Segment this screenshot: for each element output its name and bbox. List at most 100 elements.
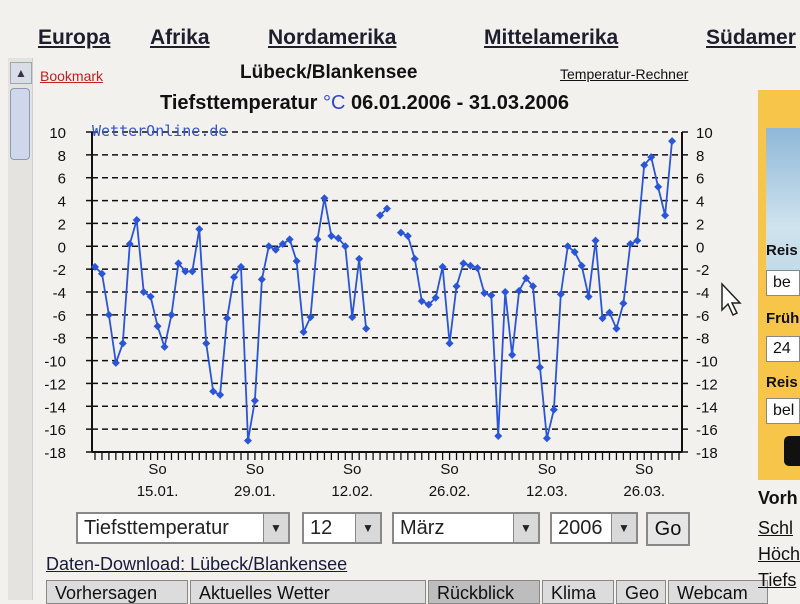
y-tick-label: 8 — [696, 148, 704, 165]
travel-ad-panel: Reis be Früh 24 Reis bel — [758, 90, 800, 480]
metric-select[interactable]: Tiefsttemperatur ▼ — [76, 512, 290, 544]
data-point — [529, 282, 537, 291]
data-point — [341, 242, 350, 251]
data-point — [452, 282, 461, 291]
tab-klima[interactable]: Klima — [542, 580, 614, 604]
data-point — [153, 322, 162, 331]
y-tick-label: 2 — [58, 216, 66, 233]
x-tick-labels: So 15.01. So 29.01. So 12.02. So 26.02. So 12.03.… — [137, 461, 665, 500]
data-point — [431, 293, 440, 302]
chevron-down-icon[interactable]: ▼ — [513, 514, 538, 542]
tab-webcam[interactable]: Webcam — [668, 580, 768, 604]
x-tick-weekday: So — [538, 461, 556, 478]
chevron-down-icon[interactable]: ▼ — [611, 514, 636, 542]
ad-date-field[interactable]: 24 — [766, 336, 800, 362]
tab-geo[interactable]: Geo — [616, 580, 666, 604]
chart-watermark: WetterOnline.de — [92, 122, 227, 140]
tab-aktuelles-wetter[interactable]: Aktuelles Wetter — [190, 580, 426, 604]
chart-title-range: 06.01.2006 - 31.03.2006 — [351, 92, 569, 114]
x-tick-date: 15.01. — [137, 483, 179, 500]
x-tick-date: 26.03. — [623, 483, 665, 500]
data-download-link[interactable]: Daten-Download: Lübeck/Blankensee — [46, 554, 348, 574]
go-button[interactable]: Go — [646, 512, 690, 546]
data-point — [132, 216, 141, 224]
data-point — [278, 240, 287, 248]
y-tick-label: -6 — [696, 308, 709, 325]
data-point — [459, 259, 468, 268]
data-point — [396, 228, 405, 237]
data-point — [188, 267, 197, 276]
x-tick-weekday: So — [343, 461, 361, 478]
data-point — [91, 262, 99, 271]
nav-nordamerika[interactable]: Nordamerika — [268, 26, 397, 49]
year-select[interactable]: 2006 ▼ — [550, 512, 638, 544]
ad-search-button[interactable] — [784, 436, 800, 466]
y-tick-label: -14 — [44, 399, 66, 416]
data-point — [237, 262, 245, 271]
nav-mittelamerika[interactable]: Mittelamerika — [484, 26, 619, 49]
data-point — [501, 288, 510, 296]
beach-photo — [766, 128, 800, 293]
y-tick-label: -4 — [53, 285, 66, 302]
data-point — [480, 289, 489, 298]
ad-label-frueh: Früh — [766, 310, 800, 327]
y-tick-label: 2 — [696, 216, 704, 233]
data-point — [257, 275, 266, 284]
data-point — [647, 153, 656, 162]
data-point — [605, 308, 614, 317]
data-point — [619, 299, 628, 308]
data-point — [223, 314, 232, 323]
x-tick-weekday: So — [148, 461, 166, 478]
data-point — [612, 324, 621, 333]
y-tick-label: 10 — [49, 125, 66, 142]
scroll-up-icon[interactable]: ▲ — [10, 62, 32, 84]
ad-label-reise: Reis — [766, 242, 798, 259]
ad-destination-field[interactable]: be — [766, 270, 800, 296]
chevron-down-icon[interactable]: ▼ — [355, 514, 380, 542]
nav-suedamerika[interactable]: Südamer — [706, 26, 796, 49]
y-tick-label: -10 — [696, 354, 718, 371]
data-point — [202, 339, 211, 348]
vertical-scrollbar[interactable]: ▲ — [8, 58, 33, 600]
forecast-link-2[interactable]: Höch — [758, 544, 800, 564]
station-name: Lübeck/Blankensee — [240, 62, 418, 83]
data-point — [139, 288, 148, 296]
tab-rueckblick[interactable]: Rückblick — [428, 580, 540, 604]
year-select-value: 2006 — [558, 517, 603, 539]
y-tick-label: 0 — [696, 239, 704, 256]
data-point — [633, 236, 642, 245]
y-tick-label: 6 — [58, 171, 66, 188]
data-point — [556, 290, 565, 299]
data-point — [577, 261, 586, 270]
y-tick-label: 10 — [696, 125, 713, 142]
day-select[interactable]: 12 ▼ — [302, 512, 382, 544]
data-point — [417, 297, 426, 306]
month-select[interactable]: März ▼ — [392, 512, 540, 544]
y-tick-label: -12 — [44, 376, 66, 393]
temperature-calculator-link[interactable]: Temperatur-Rechner — [560, 66, 689, 82]
chevron-down-icon[interactable]: ▼ — [263, 514, 288, 542]
data-point — [174, 259, 183, 268]
data-point — [334, 234, 343, 243]
tab-vorhersagen[interactable]: Vorhersagen — [46, 580, 188, 604]
x-tick-date: 29.01. — [234, 483, 276, 500]
day-select-value: 12 — [310, 517, 333, 539]
data-point — [654, 182, 663, 191]
y-tick-label: 4 — [696, 194, 704, 211]
scroll-thumb[interactable] — [10, 88, 30, 160]
continent-nav: Europa Afrika Nordamerika Mittelamerika … — [0, 0, 800, 58]
y-tick-label: -16 — [44, 422, 66, 439]
bookmark-link[interactable]: Bookmark — [40, 68, 104, 84]
y-tick-label: 8 — [58, 148, 66, 165]
y-tick-label: -6 — [53, 308, 66, 325]
data-point — [250, 396, 259, 405]
forecast-link-1[interactable]: Schl — [758, 518, 794, 538]
nav-afrika[interactable]: Afrika — [150, 26, 210, 49]
ad-duration-field[interactable]: bel — [766, 398, 800, 424]
data-point — [160, 342, 169, 351]
nav-europa[interactable]: Europa — [38, 26, 111, 49]
data-point — [563, 242, 572, 251]
forecast-link-3[interactable]: Tiefs — [758, 570, 797, 590]
data-point — [327, 232, 336, 240]
chart-title-unit: °C — [323, 92, 346, 114]
